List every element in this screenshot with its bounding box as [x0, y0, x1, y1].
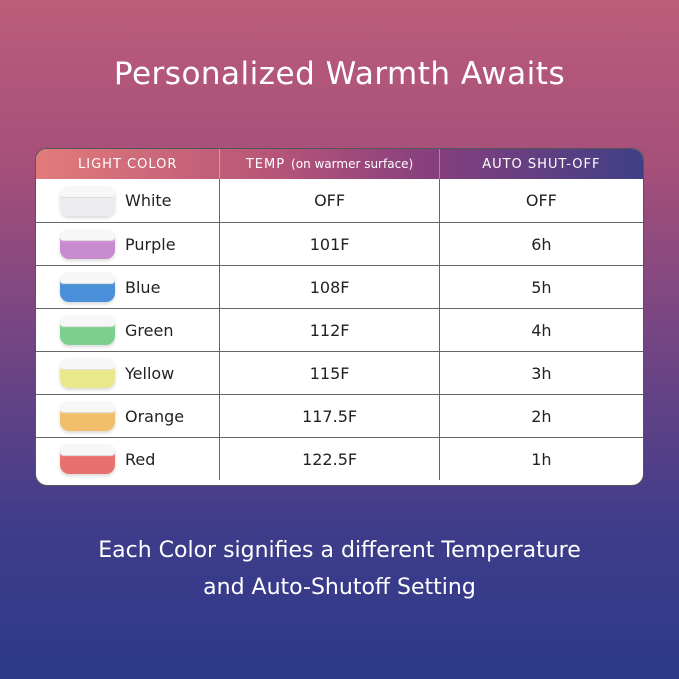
light-color-cell: White: [36, 179, 221, 222]
light-color-cell: Green: [36, 309, 221, 351]
page-title: Personalized Warmth Awaits: [113, 56, 566, 92]
color-name: White: [125, 191, 172, 210]
color-name: Red: [125, 449, 156, 469]
color-name: Purple: [125, 234, 176, 254]
color-name: Orange: [125, 406, 185, 426]
settings-table: LIGHT COLOR TEMP (on warmer surface) AUTO…: [35, 148, 644, 486]
table-row: Red 122.5F 1h: [36, 437, 643, 480]
header-temp-label: TEMP: [245, 156, 286, 172]
table-row: Purple 101F 6h: [36, 222, 643, 265]
header-light-color: LIGHT COLOR: [36, 149, 221, 179]
light-color-cell: Yellow: [36, 352, 221, 394]
footer-text: Each Color signifies a different Tempera…: [0, 532, 679, 606]
temp-cell: 101F: [220, 223, 440, 265]
shutoff-cell: OFF: [525, 191, 557, 210]
warmer-lamp-icon: [60, 229, 115, 259]
light-color-cell: Orange: [36, 395, 221, 437]
temp-cell: 108F: [220, 266, 440, 308]
temp-cell: 117.5F: [220, 395, 440, 437]
color-name: Green: [125, 320, 174, 340]
shutoff-cell: 2h: [531, 406, 552, 426]
shutoff-cell: 1h: [531, 449, 552, 469]
light-color-cell: Blue: [36, 266, 221, 308]
footer-line-2: and Auto-Shutoff Setting: [203, 575, 476, 600]
temp-cell: OFF: [220, 179, 440, 222]
shutoff-cell: 6h: [531, 234, 552, 254]
shutoff-cell: 3h: [531, 363, 552, 383]
warmer-lamp-icon: [60, 272, 115, 302]
shutoff-cell: 4h: [531, 320, 552, 340]
temp-cell: 122.5F: [220, 438, 440, 480]
table-header: LIGHT COLOR TEMP (on warmer surface) AUTO…: [36, 149, 643, 179]
warmer-lamp-icon: [60, 444, 115, 474]
table-row: Blue 108F 5h: [36, 265, 643, 308]
light-color-cell: Red: [36, 438, 221, 480]
warmer-lamp-icon: [60, 315, 115, 345]
light-color-cell: Purple: [36, 223, 221, 265]
header-temp-note: (on warmer surface): [291, 157, 414, 171]
temp-cell: 112F: [220, 309, 440, 351]
temp-cell: 115F: [220, 352, 440, 394]
table-row: Green 112F 4h: [36, 308, 643, 351]
footer-line-1: Each Color signifies a different Tempera…: [98, 538, 581, 563]
table-row: White OFF OFF: [36, 179, 643, 222]
table-row: Yellow 115F 3h: [36, 351, 643, 394]
warmer-lamp-icon: [60, 185, 115, 216]
warmer-lamp-icon: [60, 401, 115, 431]
table-row: Orange 117.5F 2h: [36, 394, 643, 437]
warmer-lamp-icon: [60, 358, 115, 388]
color-name: Blue: [125, 277, 161, 297]
header-temp: TEMP (on warmer surface): [220, 149, 440, 179]
color-name: Yellow: [125, 363, 175, 383]
shutoff-cell: 5h: [531, 277, 552, 297]
header-auto-shutoff: AUTO SHUT-OFF: [482, 156, 601, 172]
